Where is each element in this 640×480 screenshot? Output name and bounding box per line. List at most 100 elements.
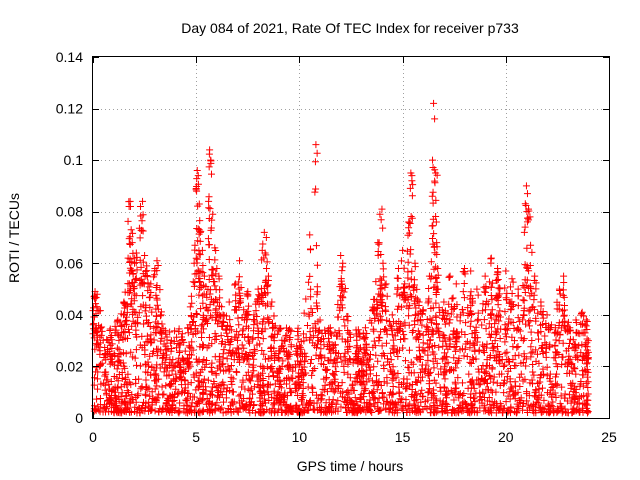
- data-point: [358, 381, 366, 389]
- data-point: [401, 319, 409, 327]
- data-point: [388, 327, 396, 335]
- data-point: [429, 357, 437, 365]
- data-point: [466, 358, 474, 366]
- data-point: [328, 408, 336, 416]
- data-point: [403, 408, 411, 416]
- data-point: [138, 226, 146, 234]
- data-point: [415, 336, 423, 344]
- data-point: [313, 283, 321, 291]
- data-point: [133, 253, 141, 261]
- data-point: [113, 365, 121, 373]
- data-point: [158, 383, 166, 391]
- data-point: [186, 343, 194, 351]
- data-point: [268, 332, 276, 340]
- data-point: [314, 333, 322, 341]
- data-point: [236, 289, 244, 297]
- data-point: [491, 398, 499, 406]
- data-point: [321, 354, 329, 362]
- data-point: [452, 280, 460, 288]
- data-point: [443, 390, 451, 398]
- data-point: [98, 323, 106, 331]
- data-point: [129, 229, 137, 237]
- data-point: [179, 357, 187, 365]
- data-point: [374, 357, 382, 365]
- data-point: [520, 228, 528, 236]
- data-point: [490, 402, 498, 410]
- data-point: [259, 376, 267, 384]
- data-point: [315, 326, 323, 334]
- data-point: [416, 331, 424, 339]
- data-point: [401, 357, 409, 365]
- data-point: [466, 344, 474, 352]
- data-point: [552, 349, 560, 357]
- data-point: [529, 361, 537, 369]
- data-point: [543, 363, 551, 371]
- data-point: [492, 352, 500, 360]
- data-point: [560, 312, 568, 320]
- data-point: [340, 368, 348, 376]
- data-point: [414, 373, 422, 381]
- data-point: [582, 407, 590, 415]
- data-point: [426, 368, 434, 376]
- data-point: [211, 256, 219, 264]
- data-point: [131, 403, 139, 411]
- data-point: [249, 390, 257, 398]
- x-axis-label: GPS time / hours: [297, 458, 404, 474]
- data-point: [337, 403, 345, 411]
- data-point: [424, 351, 432, 359]
- data-point: [488, 306, 496, 314]
- data-point: [419, 331, 427, 339]
- data-point: [460, 352, 468, 360]
- data-point: [317, 335, 325, 343]
- data-point: [206, 290, 214, 298]
- data-point: [539, 370, 547, 378]
- data-point: [558, 383, 566, 391]
- data-point: [287, 343, 295, 351]
- data-point: [501, 361, 509, 369]
- data-point: [452, 384, 460, 392]
- data-point: [535, 359, 543, 367]
- data-point: [213, 264, 221, 272]
- data-point: [311, 188, 319, 196]
- data-point: [520, 297, 528, 305]
- data-point: [583, 359, 591, 367]
- data-point: [140, 280, 148, 288]
- data-point: [328, 399, 336, 407]
- data-point: [124, 280, 132, 288]
- data-point: [124, 217, 132, 225]
- data-point: [526, 284, 534, 292]
- data-point: [108, 331, 116, 339]
- data-point: [404, 405, 412, 413]
- data-point: [282, 324, 290, 332]
- data-point: [273, 373, 281, 381]
- data-point: [562, 347, 570, 355]
- data-point: [447, 310, 455, 318]
- data-point: [501, 284, 509, 292]
- data-point: [314, 340, 322, 348]
- data-point: [515, 396, 523, 404]
- data-point: [487, 283, 495, 291]
- data-point: [493, 343, 501, 351]
- data-point: [292, 387, 300, 395]
- data-point: [438, 355, 446, 363]
- data-point: [436, 384, 444, 392]
- data-point: [526, 213, 534, 221]
- data-point: [139, 258, 147, 266]
- data-point: [458, 379, 466, 387]
- data-point: [190, 373, 198, 381]
- data-point: [459, 288, 467, 296]
- data-point: [174, 390, 182, 398]
- data-point: [176, 374, 184, 382]
- data-point: [368, 377, 376, 385]
- data-point: [356, 358, 364, 366]
- data-point: [118, 409, 126, 417]
- data-point: [563, 363, 571, 371]
- data-point: [155, 408, 163, 416]
- data-point: [153, 361, 161, 369]
- data-point: [541, 332, 549, 340]
- data-point: [579, 371, 587, 379]
- data-point: [189, 393, 197, 401]
- data-point: [134, 392, 142, 400]
- data-point: [329, 386, 337, 394]
- data-point: [344, 387, 352, 395]
